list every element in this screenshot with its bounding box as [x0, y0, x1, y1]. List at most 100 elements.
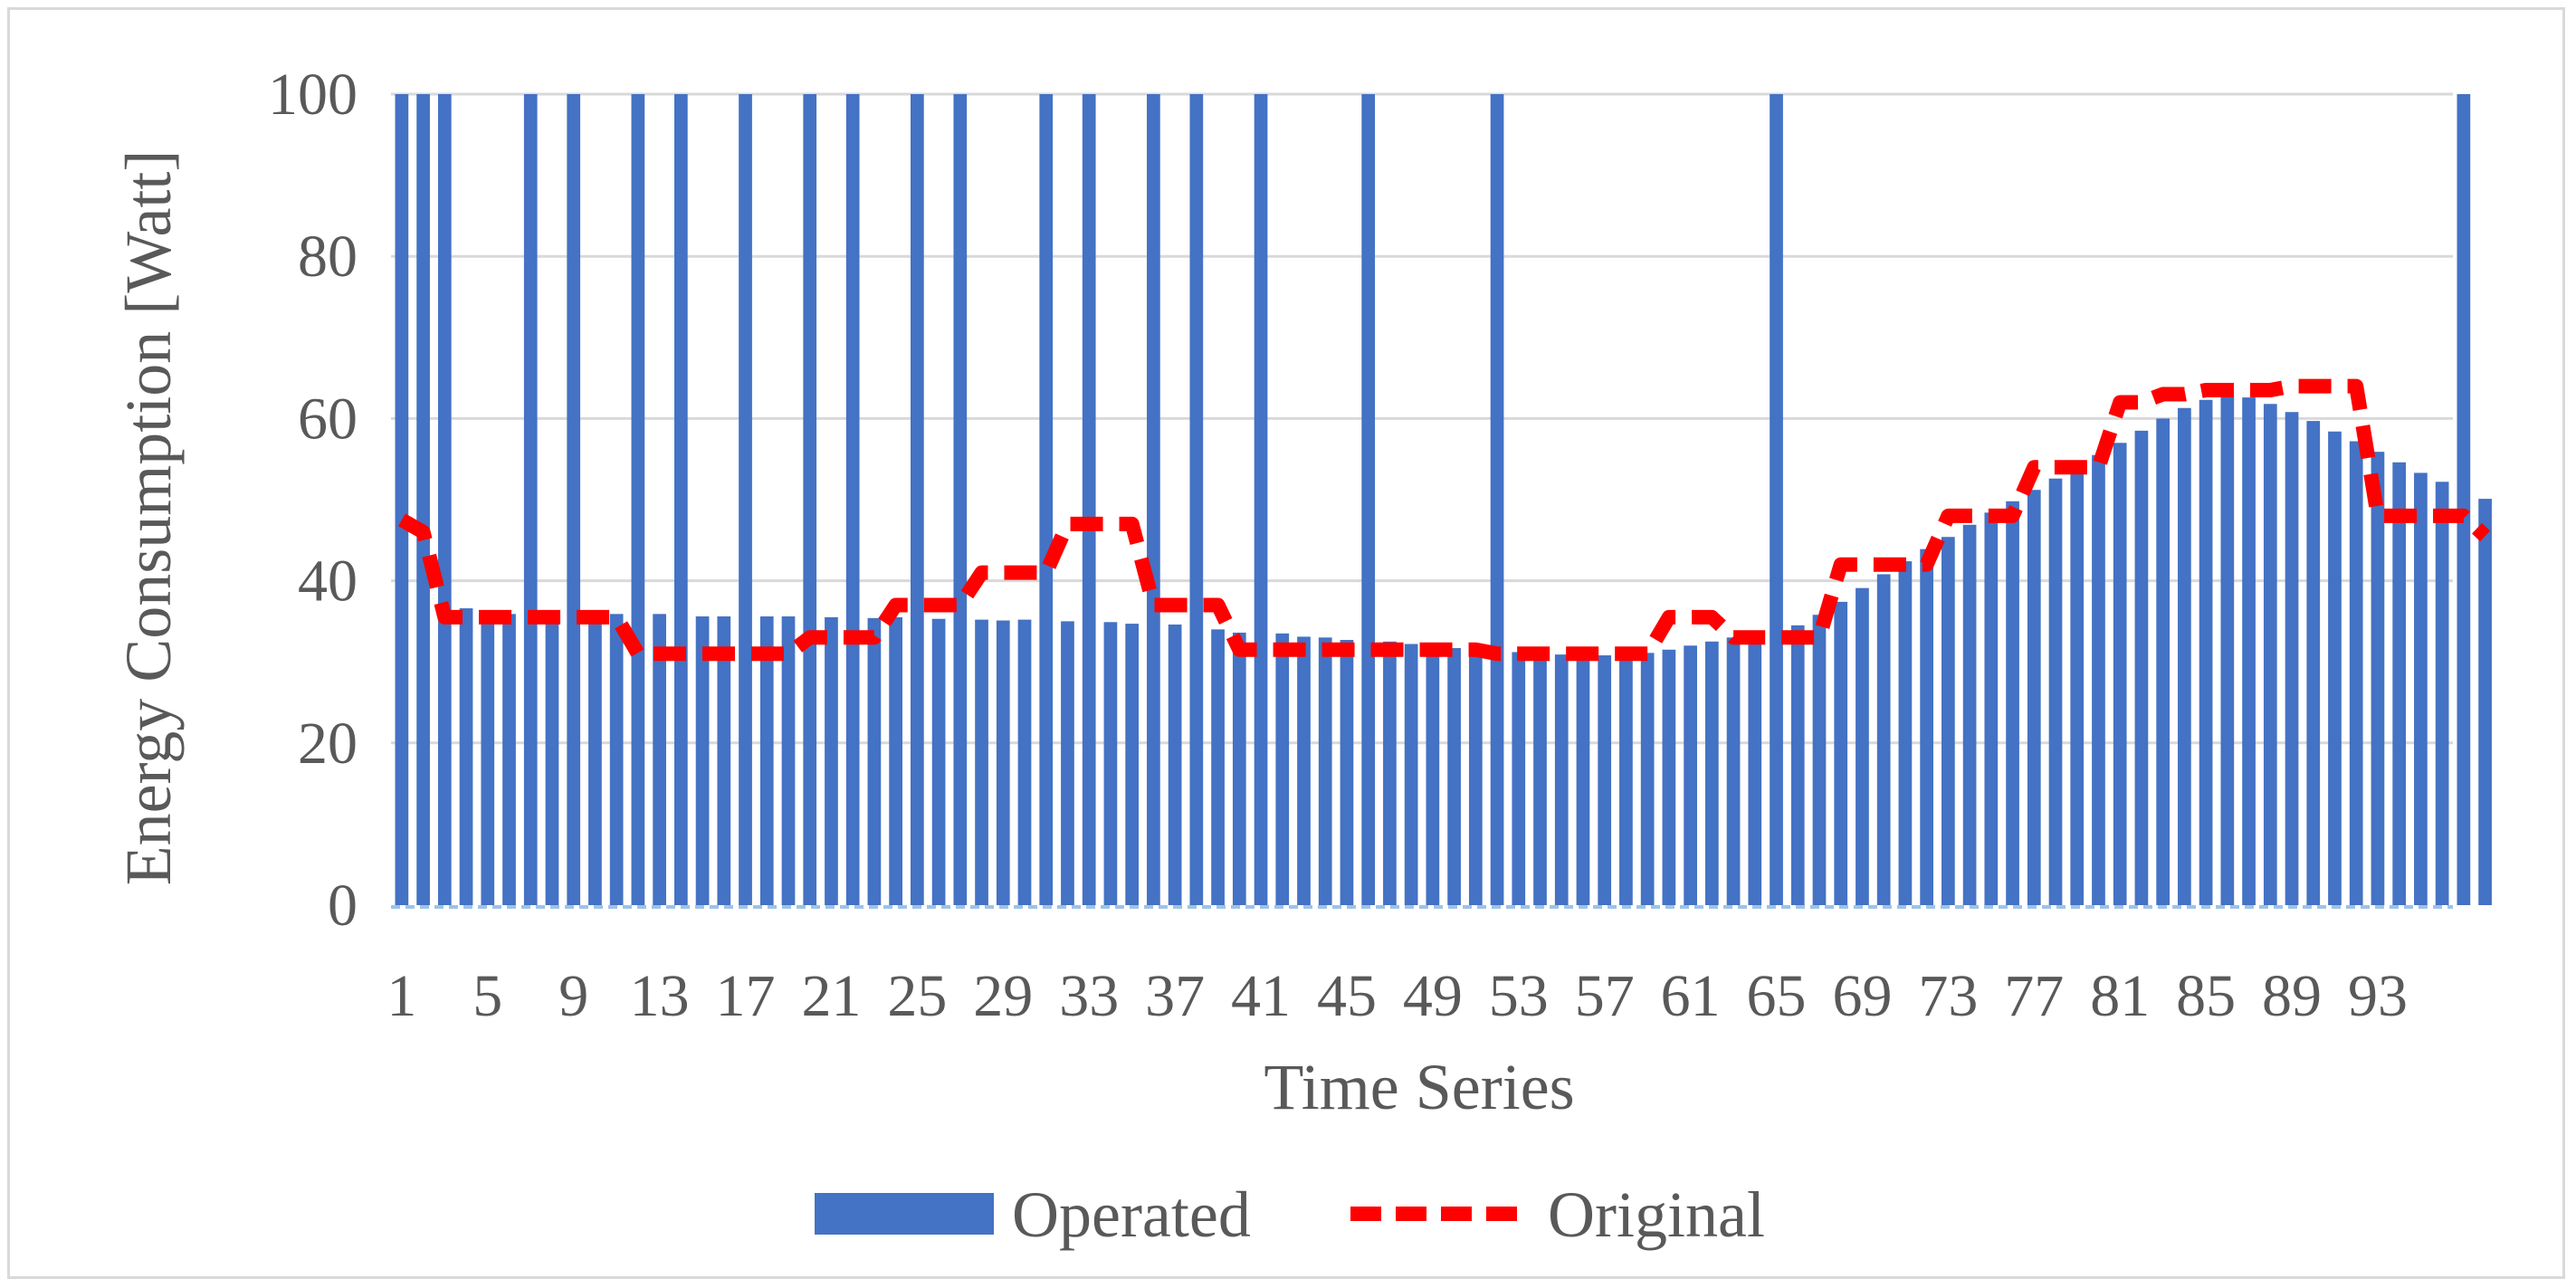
y-tick-label-80: 80	[298, 224, 358, 290]
bar-88	[2263, 404, 2277, 906]
bar-2	[416, 94, 430, 905]
bar-37	[1168, 624, 1182, 905]
legend-swatch-operated	[815, 1193, 994, 1235]
bar-78	[2048, 478, 2063, 905]
x-tick-label-37: 37	[1145, 963, 1205, 1029]
legend-label-original: Original	[1548, 1178, 1765, 1251]
bar-35	[1125, 624, 1140, 905]
legend-label-operated: Operated	[1012, 1178, 1251, 1251]
bar-4	[459, 608, 473, 905]
bar-95	[2414, 472, 2428, 905]
bar-58	[1619, 654, 1633, 905]
bar-23	[867, 617, 882, 905]
y-tick-label-0: 0	[328, 873, 358, 939]
bar-65	[1770, 94, 1783, 905]
bar-14	[673, 94, 688, 905]
x-tick-label-73: 73	[1918, 963, 1978, 1029]
bar-96	[2435, 482, 2449, 905]
bar-68	[1834, 601, 1848, 905]
bar-74	[1962, 524, 1977, 905]
bar-75	[1984, 512, 1999, 905]
bar-9	[567, 94, 581, 905]
bar-24	[889, 616, 902, 905]
x-tick-label-65: 65	[1747, 963, 1807, 1029]
bar-36	[1147, 94, 1160, 905]
bar-16	[717, 616, 731, 905]
bar-33	[1082, 94, 1096, 905]
bar-62	[1704, 641, 1719, 905]
y-tick-label-100: 100	[268, 62, 358, 128]
bar-87	[2242, 397, 2256, 905]
x-tick-label-29: 29	[973, 963, 1033, 1029]
bar-49	[1426, 645, 1440, 905]
bar-40	[1232, 632, 1246, 905]
bar-28	[975, 619, 988, 905]
original-line	[397, 378, 2491, 662]
bar-67	[1812, 615, 1827, 905]
bar-31	[1039, 94, 1054, 905]
x-tick-label-69: 69	[1832, 963, 1892, 1029]
bar-70	[1876, 574, 1891, 905]
bar-38	[1189, 94, 1204, 905]
bar-85	[2199, 399, 2213, 905]
bar-84	[2178, 407, 2191, 905]
bar-29	[996, 620, 1010, 905]
x-tick-label-81: 81	[2090, 963, 2150, 1029]
x-tick-label-21: 21	[801, 963, 861, 1029]
original-line-layer	[397, 378, 2491, 662]
bar-57	[1598, 655, 1612, 905]
bar-10	[588, 615, 602, 905]
bar-53	[1512, 652, 1526, 905]
bar-82	[2134, 430, 2149, 906]
x-tick-label-57: 57	[1575, 963, 1635, 1029]
bar-64	[1748, 633, 1762, 905]
bar-81	[2113, 443, 2127, 905]
x-tick-label-17: 17	[716, 963, 776, 1029]
bar-1	[395, 94, 409, 905]
bar-34	[1103, 622, 1118, 905]
legend: Operated Original	[815, 1178, 1765, 1251]
y-axis-ticks: 0 20 40 60 80 100	[268, 62, 358, 939]
bar-50	[1447, 647, 1461, 905]
bar-47	[1383, 641, 1397, 905]
y-tick-label-60: 60	[298, 386, 358, 452]
bar-55	[1554, 654, 1569, 905]
bar-46	[1361, 94, 1376, 905]
bar-80	[2092, 454, 2105, 905]
bar-39	[1211, 629, 1225, 905]
bar-41	[1254, 94, 1268, 905]
bar-15	[695, 616, 710, 905]
bar-3	[437, 94, 452, 905]
x-axis-title: Time Series	[1264, 1051, 1574, 1123]
bar-5	[481, 611, 495, 905]
bar-61	[1684, 645, 1697, 905]
bar-undefined	[2457, 94, 2471, 905]
bar-69	[1856, 587, 1869, 905]
bar-90	[2306, 421, 2321, 905]
y-axis-title: Energy Consumption [Watt]	[112, 150, 185, 886]
bar-44	[1318, 637, 1332, 905]
x-tick-label-13: 13	[630, 963, 690, 1029]
bar-45	[1340, 640, 1354, 905]
x-tick-label-9: 9	[558, 963, 588, 1029]
bar-12	[631, 94, 645, 905]
bar-19	[781, 616, 796, 905]
bar-54	[1533, 653, 1547, 905]
bar-25	[911, 94, 924, 905]
bar-42	[1275, 633, 1290, 905]
y-tick-label-40: 40	[298, 549, 358, 615]
bar-83	[2156, 418, 2171, 905]
bar-48	[1404, 644, 1418, 905]
bar-60	[1662, 649, 1676, 905]
bar-51	[1468, 650, 1483, 905]
bar-59	[1640, 653, 1655, 905]
bar-43	[1297, 636, 1311, 905]
bar-92	[2349, 441, 2363, 905]
bar-30	[1017, 619, 1032, 905]
x-tick-label-41: 41	[1231, 963, 1291, 1029]
bar-56	[1576, 655, 1590, 905]
bar-66	[1790, 625, 1805, 905]
bar-8	[545, 614, 559, 905]
bar-79	[2070, 467, 2085, 905]
